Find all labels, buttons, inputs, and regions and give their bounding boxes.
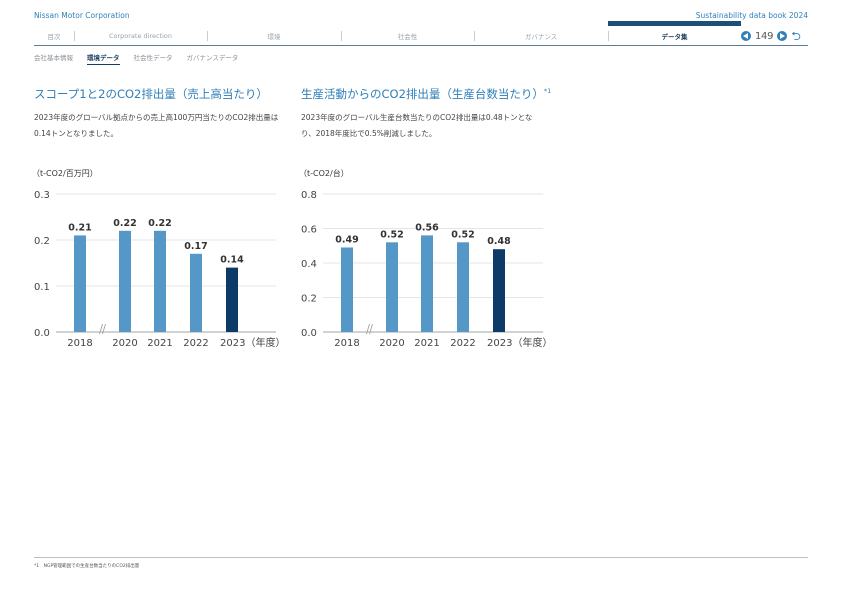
- bar-value-label: 0.22: [148, 218, 171, 229]
- bar: [493, 249, 505, 332]
- main-nav: 目次 Corporate direction 環境 社会性 ガバナンス データ集: [34, 21, 808, 46]
- tab-environment[interactable]: 環境: [207, 26, 341, 46]
- axis-break-stroke: [102, 323, 106, 335]
- x-category-label: 2023（年度）: [487, 336, 552, 349]
- tab-label: 社会性: [397, 33, 418, 41]
- tab-label: データ集: [661, 33, 688, 41]
- bar-value-label: 0.17: [184, 241, 207, 252]
- book-title: Sustainability data book 2024: [695, 11, 808, 20]
- x-category-label: 2022: [183, 338, 208, 349]
- company-name: Nissan Motor Corporation: [34, 11, 130, 20]
- bar: [119, 230, 131, 332]
- x-category-label: 2020: [112, 338, 137, 349]
- bar-value-label: 0.56: [415, 222, 439, 233]
- right-bar-chart: 0.0 0.2 0.4 0.6 0.8 0.49 2018 0.52 2020 0.56 2021 0…: [301, 190, 552, 349]
- bar: [226, 267, 238, 332]
- x-category-label: 2021: [147, 338, 172, 349]
- tab-data[interactable]: データ集: [608, 21, 741, 46]
- x-category-label: 2018: [67, 338, 92, 349]
- subnav-social-data[interactable]: 社会性データ: [133, 54, 173, 62]
- left-section: スコープ1と2のCO2排出量（売上高当たり） 2023年度のグローバル拠点からの…: [34, 86, 279, 142]
- tab-label: 環境: [267, 33, 281, 41]
- axis-break-stroke: [99, 323, 103, 335]
- subnav-governance-data[interactable]: ガバナンスデータ: [186, 54, 239, 62]
- page-number: 149: [755, 30, 774, 42]
- axis-break-stroke: [369, 323, 373, 335]
- footnote: *1 NGP管理範囲での生産台数当たりのCO2排出量: [34, 564, 140, 569]
- triangle-left-icon: [743, 33, 748, 39]
- prev-page-button[interactable]: [741, 31, 751, 41]
- y-tick-label: 0.2: [301, 294, 317, 305]
- left-title: スコープ1と2のCO2排出量（売上高当たり）: [34, 87, 268, 101]
- tab-social[interactable]: 社会性: [341, 26, 474, 46]
- y-tick-label: 0.2: [34, 236, 50, 247]
- bar-value-label: 0.14: [220, 255, 244, 266]
- x-category-label: 2018: [334, 338, 359, 349]
- right-section: 生産活動からのCO2排出量（生産台数当たり）*1 2023年度のグローバル生産台…: [301, 86, 551, 142]
- left-unit-label: （t-CO2/百万円）: [32, 169, 98, 178]
- bar-value-label: 0.52: [380, 229, 403, 240]
- right-title-text: 生産活動からのCO2排出量（生産台数当たり）: [301, 87, 544, 101]
- x-category-label: 2021: [414, 338, 439, 349]
- footer-divider: [34, 557, 808, 558]
- right-title: 生産活動からのCO2排出量（生産台数当たり）*1: [301, 86, 551, 102]
- left-bar-chart: 0.0 0.1 0.2 0.3 0.21 2018 0.22 2020 0.22 2021 0.17…: [34, 190, 285, 349]
- right-unit-label: （t-CO2/台）: [299, 169, 349, 178]
- bar-value-label: 0.48: [487, 236, 511, 247]
- triangle-right-icon: [780, 33, 786, 39]
- axis-break-stroke: [366, 323, 370, 335]
- subnav-company-info[interactable]: 会社基本情報: [34, 54, 73, 62]
- sub-nav: 会社基本情報 環境データ 社会性データ ガバナンスデータ: [34, 52, 238, 65]
- y-tick-label: 0.8: [301, 190, 317, 201]
- x-category-label: 2020: [379, 338, 404, 349]
- bar: [457, 242, 469, 332]
- right-description: 2023年度のグローバル生産台数当たりのCO2排出量は0.48トンとなり、201…: [301, 113, 533, 138]
- y-tick-label: 0.4: [301, 259, 317, 270]
- bar-value-label: 0.22: [113, 218, 136, 229]
- next-page-button[interactable]: [777, 31, 788, 41]
- axis-break-mark: [366, 323, 373, 335]
- tab-label: 目次: [47, 33, 61, 41]
- y-tick-label: 0.6: [301, 225, 317, 236]
- bar-value-label: 0.21: [68, 222, 91, 233]
- tab-label: ガバナンス: [524, 33, 558, 41]
- bar: [386, 242, 398, 332]
- x-category-label: 2023（年度）: [220, 336, 285, 349]
- right-title-footnote-mark: *1: [543, 87, 552, 96]
- pager: 149 ⮌: [741, 26, 801, 46]
- tab-governance[interactable]: ガバナンス: [474, 26, 608, 46]
- tab-label: Corporate direction: [108, 32, 173, 40]
- bar-value-label: 0.49: [335, 234, 358, 245]
- subnav-environment-data[interactable]: 環境データ: [87, 52, 120, 65]
- left-description: 2023年度のグローバル拠点からの売上高100万円当たりのCO2排出量は0.14…: [34, 113, 279, 138]
- bar: [74, 235, 86, 332]
- axis-break-mark: [99, 323, 106, 335]
- bar: [421, 235, 433, 332]
- back-arrow-icon[interactable]: ⮌: [791, 29, 801, 43]
- tab-contents[interactable]: 目次: [34, 26, 74, 46]
- y-tick-label: 0.1: [34, 282, 50, 293]
- bar-value-label: 0.52: [451, 229, 474, 240]
- bar: [341, 247, 353, 332]
- tab-corporate-direction[interactable]: Corporate direction: [74, 26, 207, 46]
- x-category-label: 2022: [450, 338, 475, 349]
- y-tick-label: 0.3: [34, 190, 50, 201]
- y-tick-label: 0.0: [301, 328, 317, 339]
- y-tick-label: 0.0: [34, 328, 50, 339]
- bar: [190, 253, 202, 332]
- bar: [154, 230, 166, 332]
